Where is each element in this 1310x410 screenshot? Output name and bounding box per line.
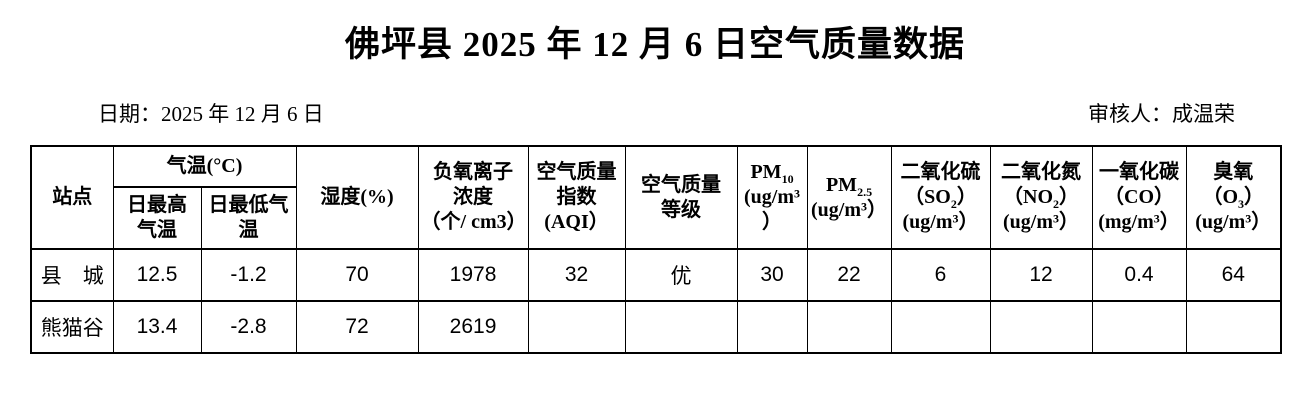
data-cell-temp-max: 12.5 (112, 248, 202, 302)
data-cell-temp-min: -1.2 (200, 248, 297, 302)
data-cell-aqi: 32 (527, 248, 626, 302)
data-cell-co: 0.4 (1091, 248, 1187, 302)
data-cell-humidity: 70 (295, 248, 419, 302)
header-row-1: 站点 气温(°C) 湿度(%) 负氧离子 浓度 （个/ cm3） 空气质量 指数… (30, 145, 1282, 250)
table-row-panda-valley: 熊猫谷 13.4 -2.8 72 2619 (30, 300, 1282, 354)
col-header-no2: 二氧化氮 （NO2） (ug/m³） (989, 145, 1093, 250)
col-header-temp-max: 日最高 气温 (112, 186, 202, 250)
col-header-pm10: PM10 (ug/m³ ） (736, 145, 808, 250)
header-row-2: 日最高 气温 日最低气 温 (31, 186, 1281, 250)
col-header-humidity: 湿度(%) (295, 145, 419, 250)
data-cell-o3: 64 (1185, 248, 1282, 302)
data-cell-so2: 6 (890, 248, 991, 302)
data-cell-pm25 (806, 300, 892, 354)
meta-row: 日期：2025 年 12 月 6 日 审核人：成温荣 (30, 100, 1280, 128)
station-cell: 县 城 (30, 248, 114, 302)
col-header-temperature-group: 气温(°C) (112, 145, 297, 188)
data-cell-co (1091, 300, 1187, 354)
air-quality-table: 站点 气温(°C) 湿度(%) 负氧离子 浓度 （个/ cm3） 空气质量 指数… (30, 145, 1283, 354)
data-cell-no2: 12 (989, 248, 1093, 302)
col-header-negative-ion: 负氧离子 浓度 （个/ cm3） (417, 145, 529, 250)
data-cell-negative-ion: 2619 (417, 300, 529, 354)
col-header-aqi: 空气质量 指数 (AQI） (527, 145, 626, 250)
document-page: 佛坪县 2025 年 12 月 6 日空气质量数据 日期：2025 年 12 月… (30, 20, 1283, 354)
col-header-pm25: PM2.5 (ug/m³） (806, 145, 892, 250)
data-cell-pm10 (736, 300, 808, 354)
data-cell-pm25: 22 (806, 248, 892, 302)
data-cell-o3 (1185, 300, 1282, 354)
col-header-grade: 空气质量 等级 (624, 145, 738, 250)
reviewer-label: 审核人：成温荣 (1088, 102, 1235, 126)
col-header-temp-min: 日最低气 温 (200, 186, 297, 250)
table-row-county-town: 县 城 12.5 -1.2 70 1978 32 优 30 22 6 12 0.… (30, 248, 1282, 302)
col-header-station: 站点 (30, 145, 114, 250)
date-label: 日期：2025 年 12 月 6 日 (98, 102, 324, 126)
data-cell-so2 (890, 300, 991, 354)
data-cell-negative-ion: 1978 (417, 248, 529, 302)
data-cell-temp-max: 13.4 (112, 300, 202, 354)
data-cell-grade (624, 300, 738, 354)
col-header-so2: 二氧化硫 （SO2） (ug/m³） (890, 145, 991, 250)
data-cell-aqi (527, 300, 626, 354)
col-header-o3: 臭氧 （O3） (ug/m³） (1185, 145, 1282, 250)
station-cell: 熊猫谷 (30, 300, 114, 354)
data-cell-temp-min: -2.8 (200, 300, 297, 354)
col-header-co: 一氧化碳 （CO） (mg/m³） (1091, 145, 1187, 250)
data-cell-pm10: 30 (736, 248, 808, 302)
data-cell-humidity: 72 (295, 300, 419, 354)
data-cell-grade: 优 (624, 248, 738, 302)
page-title: 佛坪县 2025 年 12 月 6 日空气质量数据 (344, 25, 965, 64)
data-cell-no2 (989, 300, 1093, 354)
